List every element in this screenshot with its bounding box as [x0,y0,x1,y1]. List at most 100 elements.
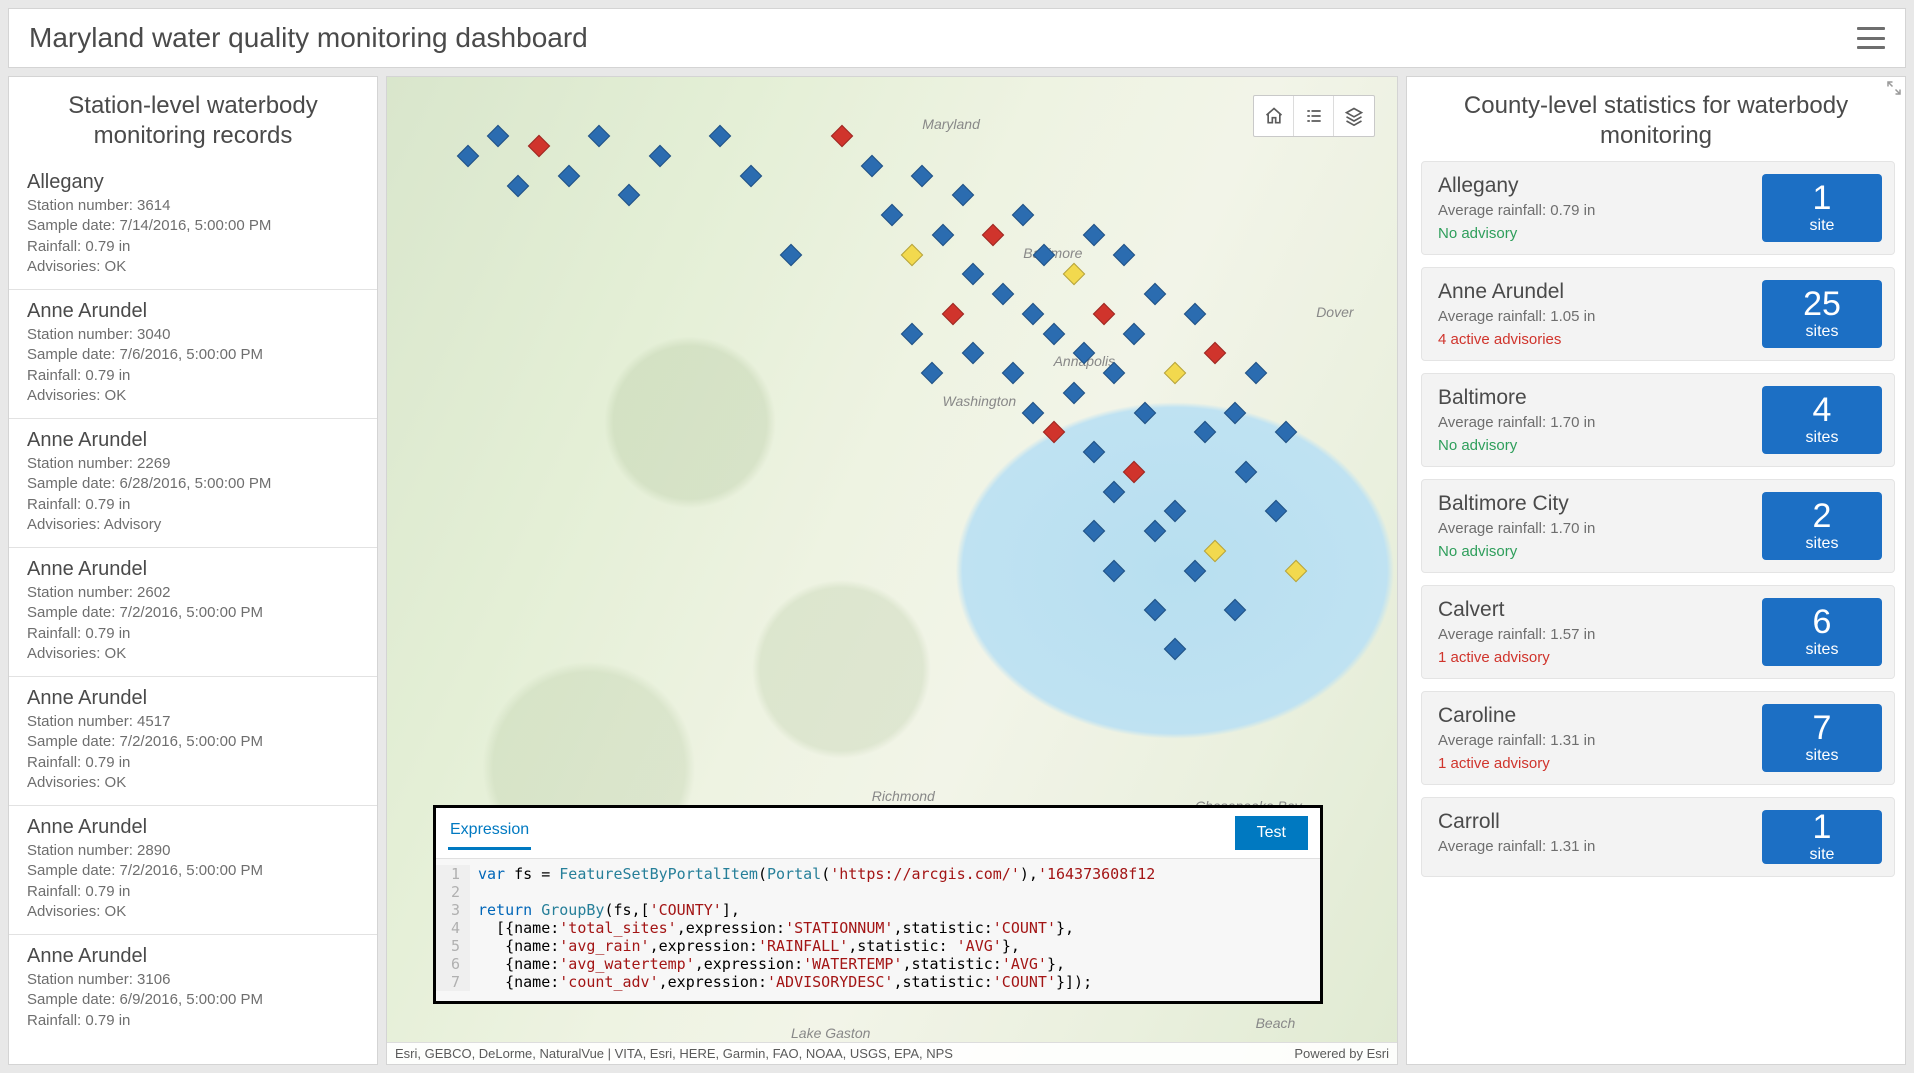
map-legend-button[interactable] [1294,96,1334,136]
map-marker[interactable] [941,303,964,326]
map-marker[interactable] [507,174,530,197]
map-place-label: Maryland [922,116,980,132]
county-rainfall: Average rainfall: 1.57 in [1438,626,1762,643]
map-marker[interactable] [1113,243,1136,266]
map-marker[interactable] [881,204,904,227]
site-count-badge: 4sites [1762,386,1882,454]
county-list[interactable]: AlleganyAverage rainfall: 0.79 inNo advi… [1407,161,1905,1064]
county-card[interactable]: CarrollAverage rainfall: 1.31 in1site [1421,797,1895,877]
map-marker[interactable] [830,125,853,148]
map-marker[interactable] [1083,441,1106,464]
map-marker[interactable] [901,322,924,345]
map-marker[interactable] [1163,362,1186,385]
station-item[interactable]: AlleganyStation number: 3614Sample date:… [9,161,377,289]
map-marker[interactable] [1184,559,1207,582]
station-item[interactable]: Anne ArundelStation number: 3106Sample d… [9,934,377,1043]
map-marker[interactable] [1163,638,1186,661]
county-advisory: No advisory [1438,543,1762,560]
station-item[interactable]: Anne ArundelStation number: 2269Sample d… [9,418,377,547]
map-marker[interactable] [588,125,611,148]
map-marker[interactable] [1083,224,1106,247]
station-item[interactable]: Anne ArundelStation number: 2602Sample d… [9,547,377,676]
map-place-label: Washington [943,393,1017,409]
map-marker[interactable] [982,224,1005,247]
map-marker[interactable] [1204,539,1227,562]
dashboard-header: Maryland water quality monitoring dashbo… [8,8,1906,68]
map-marker[interactable] [1143,283,1166,306]
map-marker[interactable] [1123,460,1146,483]
map-marker[interactable] [487,125,510,148]
station-item[interactable]: Anne ArundelStation number: 4517Sample d… [9,676,377,805]
map-marker[interactable] [1143,520,1166,543]
county-card[interactable]: Anne ArundelAverage rainfall: 1.05 in4 a… [1421,267,1895,361]
map-marker[interactable] [1022,303,1045,326]
station-panel: Station-level waterbody monitoring recor… [8,76,378,1065]
map-marker[interactable] [527,135,550,158]
map-marker[interactable] [1093,303,1116,326]
station-item[interactable]: Anne ArundelStation number: 3040Sample d… [9,289,377,418]
map-place-label: Beach [1256,1015,1296,1031]
code-body[interactable]: 1var fs = FeatureSetByPortalItem(Portal(… [436,858,1320,1001]
map-marker[interactable] [961,263,984,286]
map-marker[interactable] [1204,342,1227,365]
map-marker[interactable] [1012,204,1035,227]
map-marker[interactable] [709,125,732,148]
test-button[interactable]: Test [1235,816,1308,850]
map-marker[interactable] [1042,322,1065,345]
map-marker[interactable] [1224,599,1247,622]
station-list[interactable]: AlleganyStation number: 3614Sample date:… [9,161,377,1064]
county-card[interactable]: Baltimore CityAverage rainfall: 1.70 inN… [1421,479,1895,573]
map-marker[interactable] [1224,401,1247,424]
map-home-button[interactable] [1254,96,1294,136]
map-marker[interactable] [992,283,1015,306]
map-marker[interactable] [931,224,954,247]
map-marker[interactable] [1083,520,1106,543]
map-marker[interactable] [1244,362,1267,385]
map-marker[interactable] [648,145,671,168]
map-marker[interactable] [1285,559,1308,582]
map-marker[interactable] [1133,401,1156,424]
map-marker[interactable] [1275,421,1298,444]
map-marker[interactable] [1123,322,1146,345]
map-marker[interactable] [961,342,984,365]
map-marker[interactable] [1103,559,1126,582]
arcade-expression-editor: Expression Test 1var fs = FeatureSetByPo… [433,805,1323,1004]
county-rainfall: Average rainfall: 0.79 in [1438,202,1762,219]
map-marker[interactable] [1022,401,1045,424]
map-marker[interactable] [739,164,762,187]
map-marker[interactable] [860,155,883,178]
map-marker[interactable] [780,243,803,266]
map-marker[interactable] [1264,500,1287,523]
map-marker[interactable] [1234,460,1257,483]
map-marker[interactable] [921,362,944,385]
map-marker[interactable] [456,145,479,168]
county-info: CalvertAverage rainfall: 1.57 in1 active… [1438,598,1762,666]
map-marker[interactable] [901,243,924,266]
map-marker[interactable] [951,184,974,207]
county-card[interactable]: BaltimoreAverage rainfall: 1.70 inNo adv… [1421,373,1895,467]
dashboard-root: Maryland water quality monitoring dashbo… [8,8,1906,1065]
map-marker[interactable] [1103,480,1126,503]
station-item[interactable]: Anne ArundelStation number: 2890Sample d… [9,805,377,934]
map-marker[interactable] [1042,421,1065,444]
county-card[interactable]: AlleganyAverage rainfall: 0.79 inNo advi… [1421,161,1895,255]
map-marker[interactable] [1062,263,1085,286]
map-marker[interactable] [1143,599,1166,622]
map-marker[interactable] [911,164,934,187]
map-layers-button[interactable] [1334,96,1374,136]
map-marker[interactable] [1184,303,1207,326]
expand-icon[interactable] [1885,79,1906,101]
map-marker[interactable] [1002,362,1025,385]
county-card[interactable]: CalvertAverage rainfall: 1.57 in1 active… [1421,585,1895,679]
menu-icon[interactable] [1857,27,1885,49]
station-rainfall: Rainfall: 0.79 in [27,495,359,515]
map-marker[interactable] [1194,421,1217,444]
badge-count: 6 [1813,605,1832,639]
map-marker[interactable] [1062,382,1085,405]
county-card[interactable]: CarolineAverage rainfall: 1.31 in1 activ… [1421,691,1895,785]
map-marker[interactable] [618,184,641,207]
map-marker[interactable] [557,164,580,187]
map-marker[interactable] [1163,500,1186,523]
station-county: Anne Arundel [27,429,359,452]
expression-tab[interactable]: Expression [448,817,531,850]
